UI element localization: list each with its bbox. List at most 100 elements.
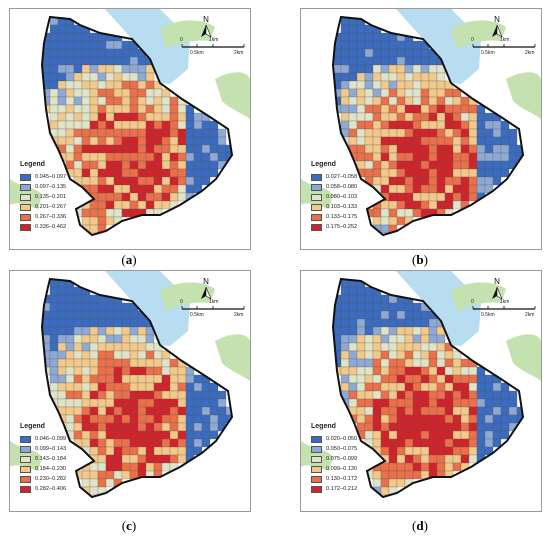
- map-cell: [436, 406, 446, 416]
- map-cell: [161, 422, 171, 432]
- map-cell: [121, 470, 131, 480]
- green-area: [215, 334, 250, 381]
- map-cell: [49, 104, 59, 114]
- map-cell: [145, 152, 155, 162]
- map-cell: [348, 88, 358, 98]
- map-cell: [500, 422, 510, 432]
- map-cell: [404, 462, 414, 472]
- map-cell: [169, 422, 179, 432]
- map-cell: [364, 294, 374, 304]
- map-cell: [145, 192, 155, 202]
- map-cell: [420, 104, 430, 114]
- map-cell: [436, 390, 446, 400]
- map-cell: [193, 120, 203, 130]
- map-cell: [404, 176, 414, 186]
- map-cell: [129, 366, 139, 376]
- map-cell: [412, 72, 422, 82]
- map-cell: [364, 334, 374, 344]
- map-cell: [348, 286, 358, 296]
- map-cell: [444, 366, 454, 376]
- map-cell: [460, 192, 470, 202]
- map-cell: [209, 136, 219, 146]
- map-cell: [468, 128, 478, 138]
- map-cell: [372, 144, 382, 154]
- map-cell: [65, 104, 75, 114]
- map-cell: [105, 72, 115, 82]
- map-cell: [81, 294, 91, 304]
- map-cell: [333, 350, 342, 360]
- legend-swatch: [20, 435, 31, 443]
- map-cell: [201, 160, 211, 170]
- map-cell: [468, 422, 478, 432]
- legend-label: 0.058–0.080: [326, 184, 358, 190]
- map-cell: [137, 326, 147, 336]
- legend-item: 0.080–0.103: [311, 192, 401, 202]
- scale-label-1km: 1km: [209, 299, 219, 305]
- map-cell: [428, 422, 438, 432]
- map-cell: [121, 382, 131, 392]
- map-cell: [364, 342, 374, 352]
- legend-swatch: [311, 193, 322, 201]
- map-cell: [404, 398, 414, 408]
- map-cell: [412, 48, 422, 58]
- map-cell: [49, 294, 59, 304]
- map-cell: [420, 144, 430, 154]
- map-cell: [137, 382, 147, 392]
- map-cell: [129, 80, 139, 90]
- map-cell: [436, 334, 446, 344]
- map-cell: [420, 192, 430, 202]
- map-cell: [420, 430, 430, 440]
- map-cell: [500, 414, 510, 424]
- map-cell: [201, 390, 211, 400]
- map-cell: [177, 152, 187, 162]
- map-cell: [492, 398, 502, 408]
- map-cell: [436, 96, 446, 106]
- map-cell: [105, 152, 115, 162]
- map-cell: [420, 152, 430, 162]
- map-cell: [420, 96, 430, 106]
- map-cell: [129, 136, 139, 146]
- legend-item: 0.282–0.406: [20, 484, 110, 494]
- map-cell: [121, 56, 131, 66]
- map-cell: [468, 120, 478, 130]
- map-cell: [420, 374, 430, 384]
- map-cell: [169, 192, 179, 202]
- map-cell: [121, 406, 131, 416]
- map-canvas: [10, 271, 250, 499]
- map-cell: [145, 176, 155, 186]
- map-cell: [193, 414, 203, 424]
- map-cell: [460, 382, 470, 392]
- map-cell: [137, 342, 147, 352]
- map-cell: [340, 326, 350, 336]
- map-cell: [436, 104, 446, 114]
- map-cell: [105, 128, 115, 138]
- map-cell: [340, 358, 350, 368]
- map-cell: [396, 152, 406, 162]
- map-cell: [404, 200, 414, 210]
- map-cell: [484, 120, 494, 130]
- map-cell: [388, 96, 398, 106]
- map-cell: [89, 88, 99, 98]
- map-cell: [476, 184, 486, 194]
- scale-label-1km: 1km: [500, 37, 510, 43]
- map-cell: [145, 342, 155, 352]
- map-cell: [420, 80, 430, 90]
- scale-label-05km: 0.5km: [481, 312, 495, 318]
- map-cell: [420, 64, 430, 74]
- map-cell: [460, 136, 470, 146]
- map-cell: [372, 48, 382, 58]
- map-cell: [412, 414, 422, 424]
- map-cell: [97, 144, 107, 154]
- map-cell: [428, 318, 438, 328]
- map-cell: [97, 350, 107, 360]
- map-cell: [209, 128, 219, 138]
- map-cell: [137, 446, 147, 456]
- map-cell: [396, 310, 406, 320]
- map-cell: [129, 200, 139, 210]
- map-cell: [145, 430, 155, 440]
- map-cell: [356, 144, 366, 154]
- map-cell: [436, 374, 446, 384]
- map-cell: [428, 160, 438, 170]
- map-cell: [185, 184, 195, 194]
- map-cell: [404, 80, 414, 90]
